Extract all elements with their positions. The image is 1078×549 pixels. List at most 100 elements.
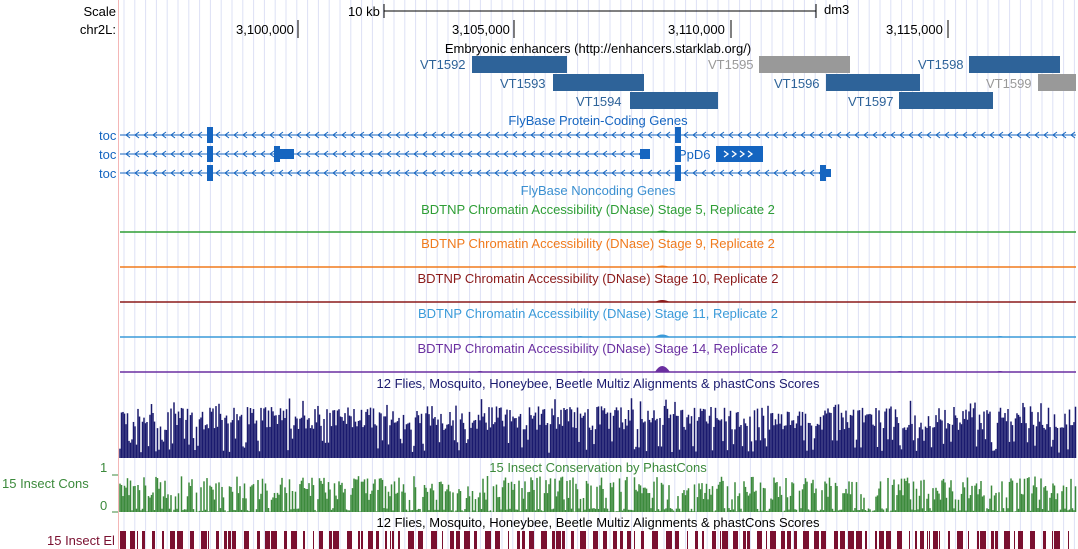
- track-title-phastcons[interactable]: 15 Insect Conservation by PhastCons: [489, 460, 707, 475]
- dnase-tracks: [120, 230, 1076, 373]
- strand-arrow: [449, 150, 455, 158]
- strand-arrow: [809, 169, 815, 177]
- exon: [280, 149, 294, 159]
- enhancer-label[interactable]: VT1596: [774, 76, 820, 91]
- strand-arrow: [440, 150, 446, 158]
- gene-name-label[interactable]: PpD6: [678, 147, 711, 162]
- conserved-element: [244, 531, 249, 549]
- strand-arrow: [269, 169, 275, 177]
- assembly-label: dm3: [824, 2, 850, 17]
- exon: [675, 146, 681, 162]
- gene-row-label[interactable]: toc: [99, 147, 117, 162]
- strand-arrow: [602, 150, 608, 158]
- strand-arrow: [575, 150, 581, 158]
- strand-arrow: [341, 131, 347, 139]
- strand-arrow: [485, 150, 491, 158]
- track-title-dnase-stage14[interactable]: BDTNP Chromatin Accessibility (DNase) St…: [417, 341, 779, 356]
- conserved-element: [398, 531, 400, 549]
- track-title-enhancers[interactable]: Embryonic enhancers (http://enhancers.st…: [444, 41, 752, 56]
- strand-arrow: [314, 150, 320, 158]
- strand-arrow: [746, 169, 752, 177]
- enhancer-label[interactable]: VT1599: [986, 76, 1032, 91]
- dnase-peak: [655, 334, 670, 337]
- strand-arrow: [494, 131, 500, 139]
- conserved-element: [939, 531, 940, 549]
- strand-arrow: [818, 131, 824, 139]
- track-title-dnase-stage11[interactable]: BDTNP Chromatin Accessibility (DNase) St…: [417, 306, 779, 321]
- gene-row-label[interactable]: toc: [99, 166, 117, 181]
- elements-side-label[interactable]: 15 Insect El: [47, 533, 115, 548]
- position-label: 3,105,000: [452, 22, 510, 37]
- enhancer-block: [759, 56, 850, 73]
- strand-arrow: [125, 150, 131, 158]
- track-title-genes[interactable]: FlyBase Protein-Coding Genes: [508, 113, 688, 128]
- track-title-dnase-stage5[interactable]: BDTNP Chromatin Accessibility (DNase) St…: [421, 202, 775, 217]
- track-title-elements[interactable]: 12 Flies, Mosquito, Honeybee, Beetle Mul…: [376, 515, 820, 530]
- strand-arrow: [269, 150, 275, 158]
- track-title-noncoding[interactable]: FlyBase Noncoding Genes: [520, 183, 676, 198]
- strand-arrow: [647, 131, 653, 139]
- conserved-element: [580, 531, 586, 549]
- strand-arrow: [458, 169, 464, 177]
- enhancer-block: [553, 74, 644, 91]
- exon: [675, 165, 681, 181]
- enhancer-label[interactable]: VT1595: [708, 57, 754, 72]
- conserved-element: [392, 531, 394, 549]
- enhancer-label[interactable]: VT1598: [918, 57, 964, 72]
- strand-arrow: [476, 169, 482, 177]
- enhancer-track: [472, 56, 1076, 109]
- strand-arrow: [287, 131, 293, 139]
- strand-arrow: [747, 150, 754, 158]
- conserved-element: [1054, 531, 1060, 549]
- conserved-element: [702, 531, 704, 549]
- track-title-multiz[interactable]: 12 Flies, Mosquito, Honeybee, Beetle Mul…: [376, 376, 820, 391]
- strand-arrow: [179, 131, 185, 139]
- exon: [274, 146, 280, 162]
- dnase-peak: [655, 366, 670, 372]
- strand-arrow: [575, 169, 581, 177]
- exon: [826, 169, 831, 177]
- enhancer-label[interactable]: VT1597: [848, 94, 894, 109]
- track-title-dnase-stage9[interactable]: BDTNP Chromatin Accessibility (DNase) St…: [421, 236, 775, 251]
- conserved-element: [927, 531, 928, 549]
- strand-arrow: [845, 131, 851, 139]
- enhancer-label[interactable]: VT1594: [576, 94, 622, 109]
- strand-arrow: [404, 131, 410, 139]
- strand-arrow: [1007, 131, 1013, 139]
- strand-arrow: [260, 131, 266, 139]
- strand-arrow: [809, 131, 815, 139]
- strand-arrow: [323, 150, 329, 158]
- strand-arrow: [935, 131, 941, 139]
- strand-arrow: [557, 169, 563, 177]
- strand-arrow: [692, 169, 698, 177]
- conserved-element: [803, 531, 809, 549]
- enhancer-block: [1038, 74, 1076, 91]
- strand-arrow: [521, 150, 527, 158]
- conserved-element: [733, 531, 738, 549]
- conserved-element: [1004, 531, 1010, 549]
- strand-arrow: [170, 131, 176, 139]
- phastcons-side-label[interactable]: 15 Insect Cons: [2, 476, 89, 491]
- track-title-dnase-stage10[interactable]: BDTNP Chromatin Accessibility (DNase) St…: [417, 271, 779, 286]
- strand-arrow: [584, 169, 590, 177]
- strand-arrow: [1016, 131, 1022, 139]
- conserved-element: [770, 531, 776, 549]
- position-label: 3,100,000: [236, 22, 294, 37]
- strand-arrow: [881, 131, 887, 139]
- multiz-wiggle: [119, 398, 1077, 458]
- strand-arrow: [575, 131, 581, 139]
- conserved-element: [814, 531, 819, 549]
- strand-arrow: [773, 131, 779, 139]
- dnase-peak: [896, 336, 904, 337]
- conserved-element: [613, 531, 617, 549]
- strand-arrow: [530, 131, 536, 139]
- strand-arrow: [494, 169, 500, 177]
- conserved-element: [552, 531, 555, 549]
- conserved-element: [368, 531, 373, 549]
- enhancer-label[interactable]: VT1592: [420, 57, 466, 72]
- enhancer-label[interactable]: VT1593: [500, 76, 546, 91]
- gene-row-label[interactable]: toc: [99, 128, 117, 143]
- conserved-element: [347, 531, 352, 549]
